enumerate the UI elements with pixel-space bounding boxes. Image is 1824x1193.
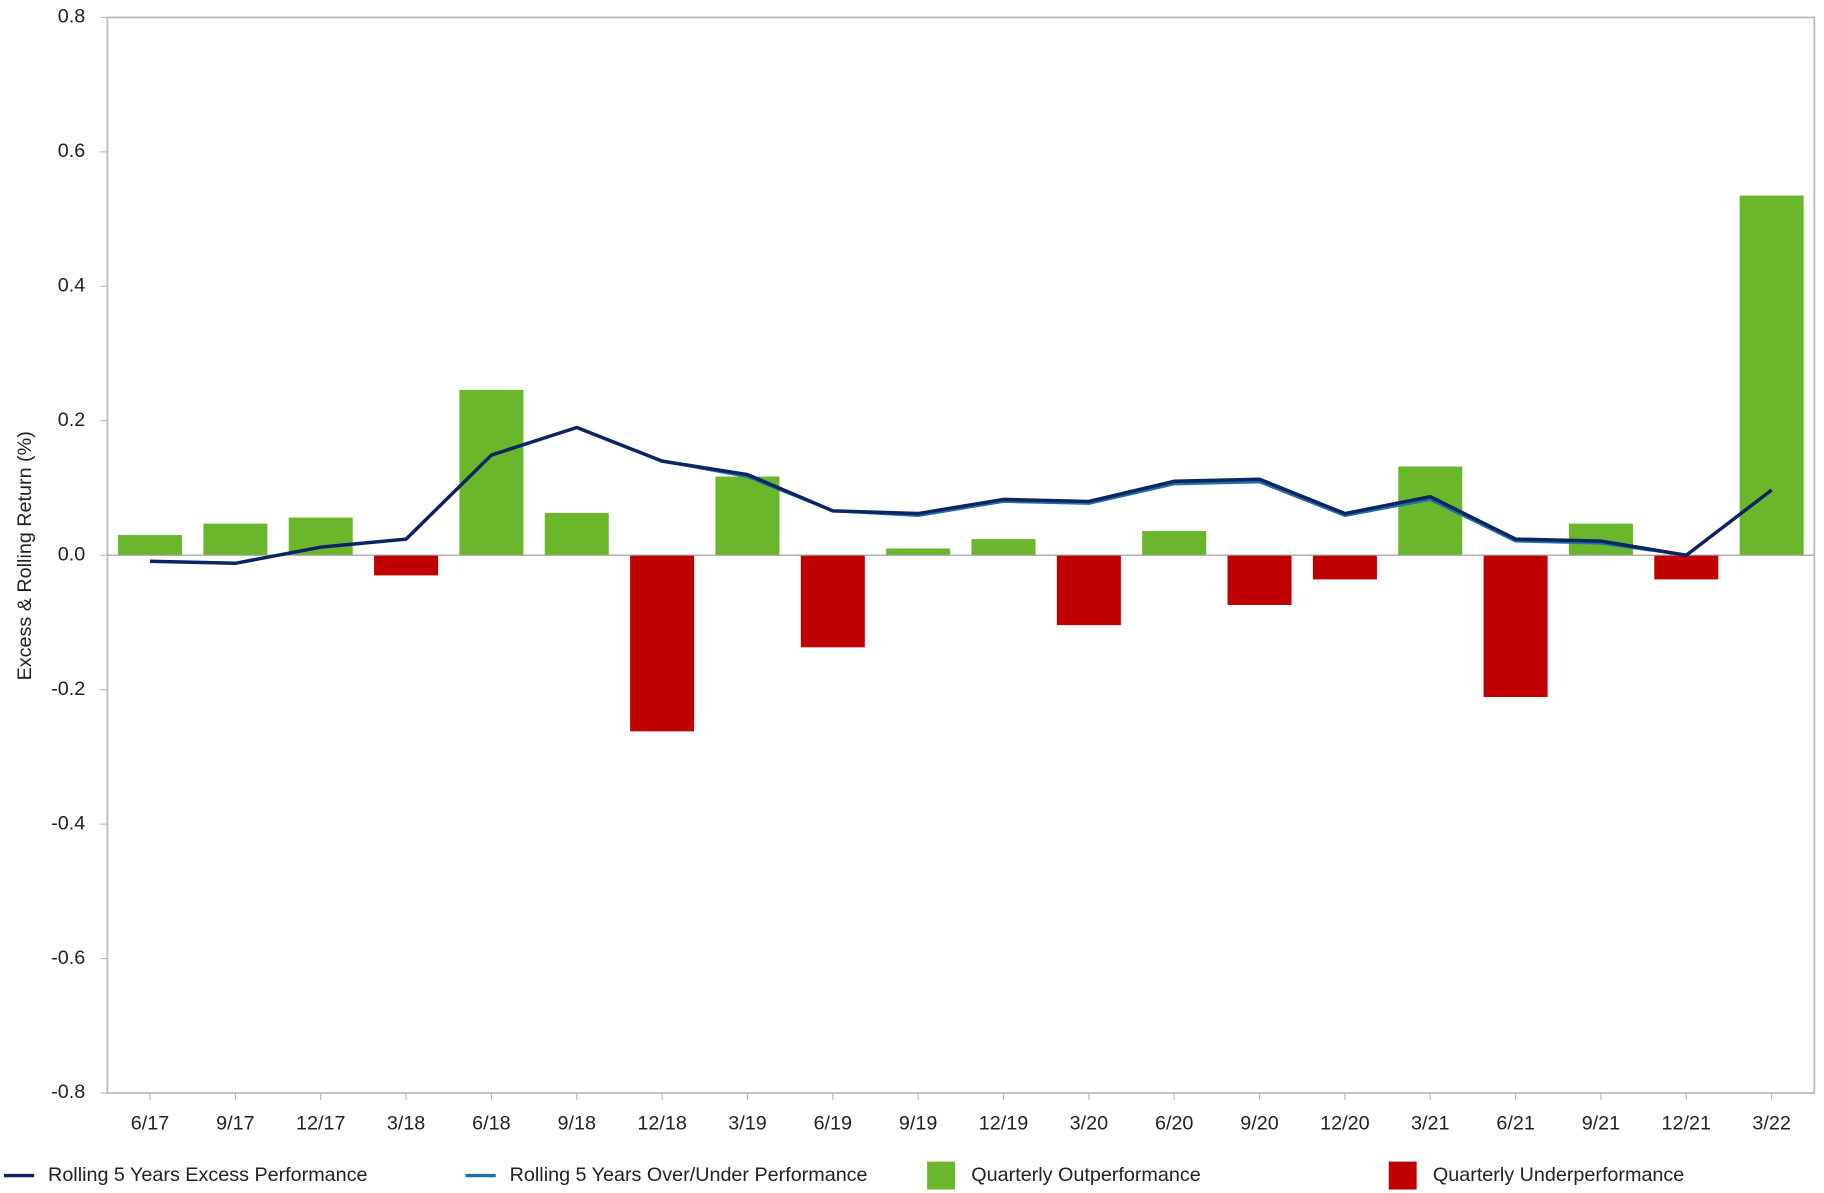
legend-swatch bbox=[927, 1161, 956, 1190]
x-tick-label: 6/17 bbox=[131, 1113, 169, 1135]
legend-swatch bbox=[1388, 1161, 1417, 1190]
bar bbox=[203, 523, 268, 556]
y-tick-label: -0.2 bbox=[51, 678, 85, 700]
x-tick-label: 12/20 bbox=[1320, 1113, 1369, 1135]
x-tick-label: 9/18 bbox=[558, 1113, 596, 1135]
x-tick-label: 9/21 bbox=[1582, 1113, 1620, 1135]
bar bbox=[1483, 555, 1548, 698]
x-tick-label: 9/19 bbox=[899, 1113, 937, 1135]
bar bbox=[1142, 531, 1207, 556]
bar bbox=[1654, 555, 1719, 580]
legend-label: Rolling 5 Years Excess Performance bbox=[48, 1164, 367, 1186]
bar bbox=[459, 389, 524, 556]
legend-label: Quarterly Underperformance bbox=[1433, 1164, 1684, 1186]
x-tick-label: 3/22 bbox=[1752, 1113, 1790, 1135]
bar bbox=[1312, 555, 1377, 580]
x-tick-label: 9/17 bbox=[216, 1113, 254, 1135]
y-tick-label: -0.8 bbox=[51, 1081, 85, 1103]
bar bbox=[971, 539, 1036, 556]
x-tick-label: 3/19 bbox=[728, 1113, 766, 1135]
y-tick-label: 0.0 bbox=[58, 543, 85, 565]
x-tick-label: 12/18 bbox=[637, 1113, 686, 1135]
y-tick-label: 0.6 bbox=[58, 140, 85, 162]
y-tick-label: 0.8 bbox=[58, 6, 85, 28]
bar bbox=[1739, 195, 1804, 556]
legend-label: Quarterly Outperformance bbox=[971, 1164, 1200, 1186]
y-tick-label: 0.4 bbox=[58, 275, 85, 297]
bar bbox=[715, 476, 780, 556]
x-tick-label: 3/18 bbox=[387, 1113, 425, 1135]
line bbox=[149, 425, 1773, 566]
bar bbox=[288, 517, 353, 556]
bar bbox=[800, 555, 865, 648]
line bbox=[150, 426, 1773, 565]
y-tick-label: 0.2 bbox=[58, 409, 85, 431]
x-tick-label: 3/20 bbox=[1070, 1113, 1108, 1135]
x-tick-label: 6/21 bbox=[1496, 1113, 1534, 1135]
x-tick-label: 6/19 bbox=[814, 1113, 852, 1135]
y-tick-label: -0.6 bbox=[51, 947, 85, 969]
x-tick-label: 12/19 bbox=[979, 1113, 1028, 1135]
bar bbox=[374, 555, 439, 576]
legend-label: Rolling 5 Years Over/Under Performance bbox=[510, 1164, 868, 1186]
bar bbox=[1227, 555, 1292, 605]
bar bbox=[1056, 555, 1121, 626]
x-tick-label: 12/17 bbox=[296, 1113, 345, 1135]
x-tick-label: 6/18 bbox=[472, 1113, 510, 1135]
x-tick-label: 6/20 bbox=[1155, 1113, 1193, 1135]
x-tick-label: 3/21 bbox=[1411, 1113, 1449, 1135]
y-tick-label: -0.4 bbox=[51, 812, 85, 834]
bar bbox=[886, 548, 951, 556]
bar bbox=[544, 512, 609, 556]
bar bbox=[630, 555, 695, 732]
y-axis-label: Excess & Rolling Return (%) bbox=[14, 431, 36, 680]
bar bbox=[118, 535, 183, 556]
x-tick-label: 9/20 bbox=[1240, 1113, 1278, 1135]
x-tick-label: 12/21 bbox=[1662, 1113, 1711, 1135]
